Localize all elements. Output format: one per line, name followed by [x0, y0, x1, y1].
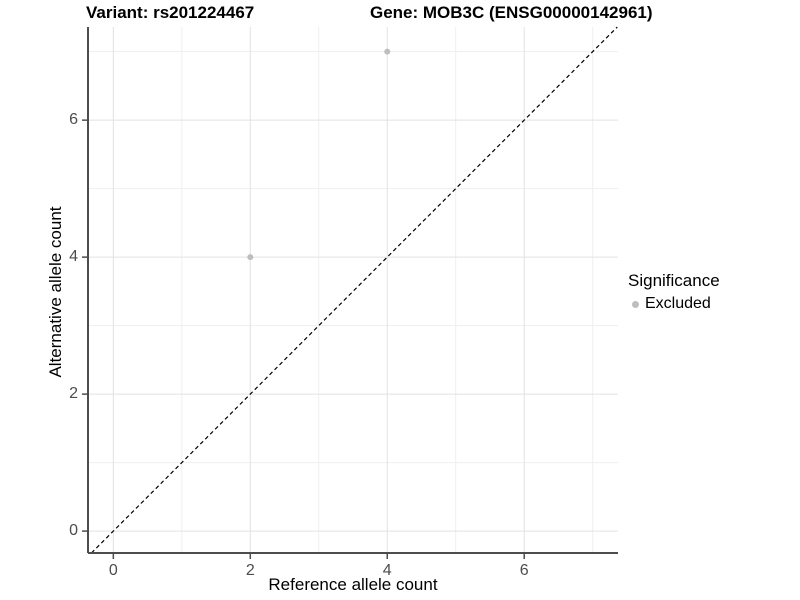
identity-line [90, 26, 618, 554]
legend-title: Significance [628, 271, 720, 290]
y-tick-label: 2 [69, 385, 78, 403]
data-point-excluded [247, 254, 254, 261]
x-axis-title: Reference allele count [268, 575, 438, 594]
legend-item-label: Excluded [645, 295, 711, 312]
x-tick-label: 0 [108, 562, 118, 579]
legend-point-swatch [632, 300, 639, 308]
legend: Significance Excluded [628, 271, 720, 314]
plot-panel: 0 2 4 6 0 2 4 6 [69, 26, 618, 579]
data-point-excluded [384, 48, 391, 55]
y-tick-label: 0 [69, 522, 78, 540]
legend-item-excluded: Excluded [628, 294, 720, 314]
x-tick-label: 2 [245, 562, 255, 579]
y-tick-label: 6 [69, 111, 78, 129]
y-axis-title: Alternative allele count [46, 206, 65, 378]
plot-canvas [82, 26, 618, 559]
gene-title: Gene: MOB3C (ENSG00000142961) [370, 3, 653, 22]
variant-title: Variant: rs201224467 [86, 3, 255, 22]
x-tick-label: 4 [382, 562, 392, 579]
y-tick-label: 4 [69, 248, 78, 266]
x-tick-label: 6 [519, 562, 529, 579]
